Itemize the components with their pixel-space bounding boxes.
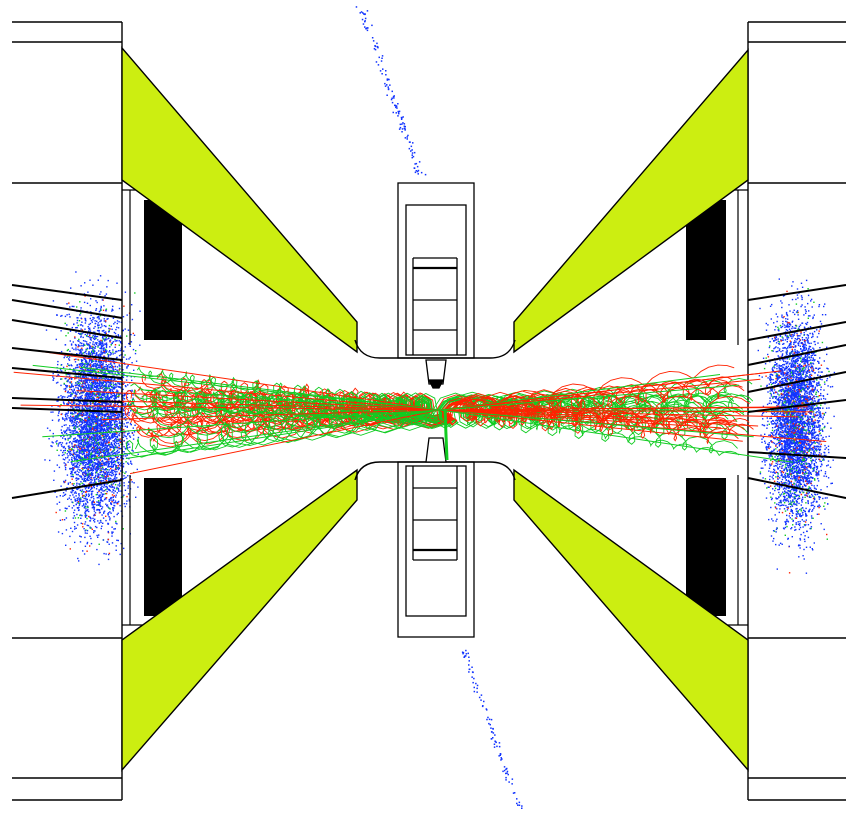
right-upper-wedge — [513, 48, 749, 354]
left-lower-wedge — [121, 468, 358, 772]
right-absorber — [686, 200, 726, 616]
central-detector-upper — [397, 182, 475, 389]
particle-tracks — [13, 349, 827, 475]
right-black-tracks — [747, 284, 846, 499]
left-black-tracks — [11, 284, 123, 499]
left-upper-wedge — [121, 46, 358, 354]
central-detector-lower — [397, 437, 475, 638]
left-hit-cloud — [44, 6, 523, 809]
right-hit-cloud — [757, 278, 836, 574]
left-absorber — [144, 200, 182, 616]
right-lower-wedge — [513, 468, 749, 772]
